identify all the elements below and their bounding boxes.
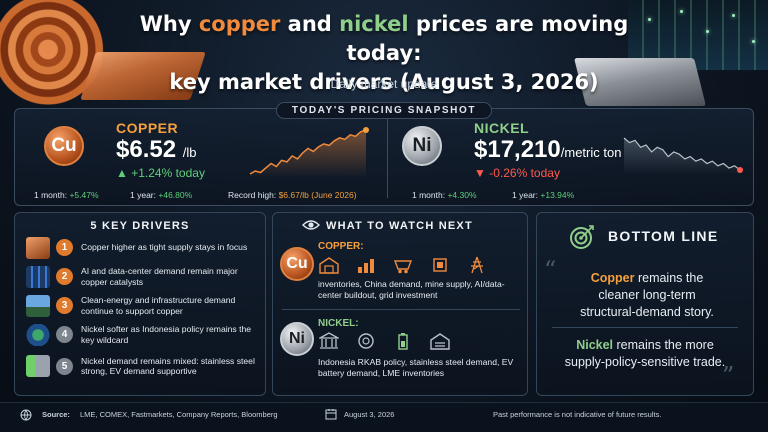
copper-bars-icon — [26, 236, 50, 259]
nickel-small-medal-icon: Ni — [280, 322, 314, 356]
warehouse-icon — [318, 255, 340, 275]
driver-number: 1 — [56, 239, 73, 256]
driver-item-3: 3 Clean-energy and infrastructure demand… — [26, 291, 260, 320]
nickel-name: NICKEL — [474, 120, 530, 136]
eye-icon — [302, 220, 320, 230]
driver-number: 2 — [56, 268, 73, 285]
wind-solar-icon — [26, 294, 50, 317]
government-building-icon — [318, 331, 340, 351]
copper-1-month: 1 month: +5.47% — [34, 190, 99, 200]
watch-next-title: WHAT TO WATCH NEXT — [326, 220, 473, 232]
globe-icon — [26, 323, 50, 346]
driver-item-5: 5 Nickel demand remains mixed: stainless… — [26, 349, 260, 383]
nickel-1-month: 1 month: +4.30% — [412, 190, 477, 200]
copper-record-high: Record high: $6.67/lb (June 2026) — [228, 190, 357, 200]
driver-item-2: 2 AI and data-center demand remain major… — [26, 262, 260, 291]
nickel-1-year: 1 year: +13.94% — [512, 190, 575, 200]
copper-1-year: 1 year: +46.80% — [130, 190, 193, 200]
nickel-sparkline — [623, 137, 743, 174]
copper-sparkline — [249, 127, 369, 178]
watch-copper-text: inventories, China demand, mine supply, … — [318, 279, 505, 300]
battery-icon — [392, 331, 414, 351]
calendar-icon — [325, 409, 337, 420]
nickel-change: ▼ -0.26% today — [474, 166, 560, 180]
nickel-price: $17,210/metric ton — [474, 136, 622, 163]
copper-change: ▲ +1.24% today — [116, 166, 205, 180]
copper-watch-icons — [318, 255, 488, 275]
bottom-line-copper: Copper remains the cleaner long-term str… — [580, 271, 714, 319]
watch-nickel-text: Indonesia RKAB policy, stainless steel d… — [318, 357, 514, 378]
nickel-watch-icons — [318, 331, 451, 351]
inventory-warehouse-icon — [429, 331, 451, 351]
key-drivers-title: 5 KEY DRIVERS — [90, 220, 190, 232]
watch-divider — [282, 309, 520, 310]
server-rack-icon — [26, 265, 50, 288]
watch-next-panel — [272, 212, 528, 396]
driver-text: Nickel demand remains mixed: stainless s… — [81, 355, 255, 377]
driver-item-4: 4 Nickel softer as Indonesia policy rema… — [26, 320, 260, 349]
footer-date: August 3, 2026 — [344, 410, 395, 419]
bottom-line-nickel: Nickel remains the more supply-policy-se… — [564, 338, 726, 369]
steel-coil-icon — [355, 331, 377, 351]
open-quote-icon: “ — [544, 256, 557, 284]
copper-price: $6.52 /lb — [116, 136, 197, 163]
driver-number: 3 — [56, 297, 73, 314]
snapshot-label: TODAY'S PRICING SNAPSHOT — [276, 102, 492, 119]
driver-text: AI and data-center demand remain major c… — [81, 266, 238, 287]
source-text: LME, COMEX, Fastmarkets, Company Reports… — [80, 410, 278, 419]
watch-nickel-label: NICKEL: — [318, 318, 359, 329]
driver-text: Clean-energy and infrastructure demand c… — [81, 295, 236, 316]
target-icon — [570, 225, 594, 249]
copper-small-medal-icon: Cu — [280, 247, 314, 281]
copper-name: COPPER — [116, 120, 179, 136]
page-subtitle: Daily market update — [330, 77, 438, 91]
bar-chart-icon — [355, 255, 377, 275]
driver-text: Copper higher as tight supply stays in f… — [81, 242, 248, 253]
battery-steel-icon — [26, 355, 50, 377]
drivers-list: 1 Copper higher as tight supply stays in… — [26, 233, 260, 383]
source-label: Source: — [42, 410, 70, 419]
driver-number: 4 — [56, 326, 73, 343]
close-quote-icon: ” — [722, 362, 735, 390]
globe-source-icon — [20, 409, 32, 421]
snapshot-divider — [387, 118, 388, 198]
watch-copper-label: COPPER: — [318, 241, 364, 252]
driver-text: Nickel softer as Indonesia policy remain… — [81, 324, 252, 345]
driver-number: 5 — [56, 357, 73, 375]
copper-medal-icon: Cu — [44, 126, 84, 166]
chip-icon — [429, 255, 451, 275]
nickel-medal-icon: Ni — [402, 126, 442, 166]
footer-disclaimer: Past performance is not indicative of fu… — [493, 410, 662, 419]
driver-item-1: 1 Copper higher as tight supply stays in… — [26, 233, 260, 262]
power-tower-icon — [466, 255, 488, 275]
footer-bar — [0, 402, 768, 432]
bottom-line-divider — [552, 327, 738, 328]
mine-cart-icon — [392, 255, 414, 275]
bottom-line-title: BOTTOM LINE — [608, 228, 719, 244]
page-title: Why copper and nickel prices are moving … — [139, 12, 629, 94]
